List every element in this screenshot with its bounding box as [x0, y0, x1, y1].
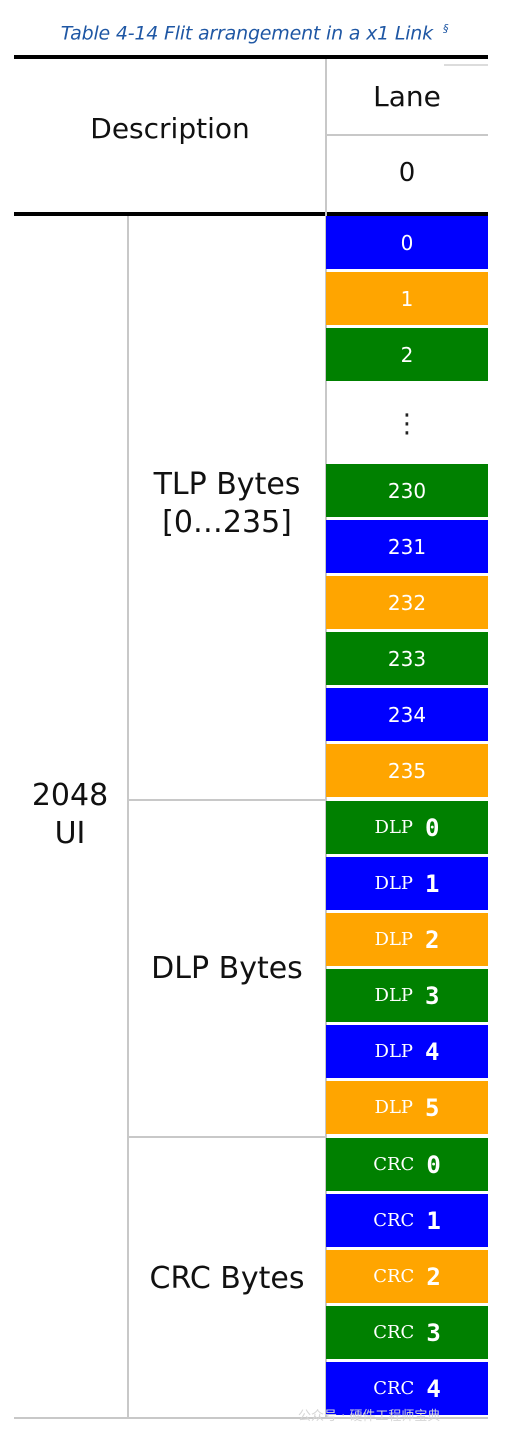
crc-index: 1 [426, 1206, 441, 1235]
dlp-byte-cell: DLP 0 [326, 801, 488, 854]
byte-cell: 0 [326, 216, 488, 269]
crc-tag: CRC [373, 1378, 415, 1399]
ellipsis-gap: ⋮ [394, 408, 420, 439]
dlp-tag: DLP [374, 1041, 414, 1062]
ui-label-unit: UI [54, 816, 86, 851]
byte-cell: 233 [326, 632, 488, 685]
dlp-tag: DLP [374, 929, 414, 950]
dlp-index: 2 [425, 925, 440, 954]
dlp-index: 5 [425, 1093, 440, 1122]
byte-cell: 2 [326, 328, 488, 381]
byte-label: 234 [387, 702, 427, 727]
table-top-rule [14, 55, 488, 59]
dlp-tag: DLP [374, 1097, 414, 1118]
tlp-label-range: [0…235] [162, 505, 292, 540]
byte-cell: 235 [326, 744, 488, 797]
byte-cell: 232 [326, 576, 488, 629]
lane-header-divider [326, 134, 488, 136]
dlp-byte-cell: DLP 4 [326, 1025, 488, 1078]
byte-label: 230 [387, 478, 427, 503]
tlp-label-name: TLP Bytes [153, 467, 301, 502]
byte-label: 0 [400, 230, 414, 255]
byte-cell: 1 [326, 272, 488, 325]
dlp-byte-cell: DLP 5 [326, 1081, 488, 1134]
tlp-bytes-label: TLP Bytes [0…235] [128, 466, 326, 542]
crc-index: 4 [426, 1374, 441, 1403]
tlp-dlp-divider [128, 799, 326, 801]
crc-byte-cell: CRC 3 [326, 1306, 488, 1359]
byte-label: 1 [400, 286, 414, 311]
byte-label: 233 [387, 646, 427, 671]
byte-cell: 230 [326, 464, 488, 517]
dlp-bytes-label: DLP Bytes [151, 951, 303, 986]
description-header: Description [90, 112, 250, 145]
dlp-byte-cell: DLP 3 [326, 969, 488, 1022]
crc-tag: CRC [373, 1210, 415, 1231]
crc-tag: CRC [373, 1154, 415, 1175]
crc-index: 0 [426, 1150, 441, 1179]
ui-column-divider [127, 216, 129, 1419]
crc-byte-cell: CRC 2 [326, 1250, 488, 1303]
table-bottom-rule [14, 1417, 488, 1419]
table-caption: Table 4-14 Flit arrangement in a x1 Link… [0, 22, 509, 44]
crc-byte-cell: CRC 0 [326, 1138, 488, 1191]
byte-label: 235 [387, 758, 427, 783]
dlp-tag: DLP [374, 817, 414, 838]
ui-label-count: 2048 [31, 778, 109, 813]
dlp-index: 1 [425, 869, 440, 898]
byte-cell: 231 [326, 520, 488, 573]
dlp-tag: DLP [374, 985, 414, 1006]
caption-title: Table 4-14 Flit arrangement in a x1 Link [60, 22, 433, 45]
crc-byte-cell: CRC 4 [326, 1362, 488, 1415]
lane-header: Lane [373, 80, 441, 113]
crc-byte-cell: CRC 1 [326, 1194, 488, 1247]
header-bottom-rule [14, 212, 488, 216]
dlp-tag: DLP [374, 873, 414, 894]
dlp-byte-cell: DLP 1 [326, 857, 488, 910]
lane-number-header: 0 [398, 158, 416, 188]
dlp-byte-cell: DLP 2 [326, 913, 488, 966]
crc-tag: CRC [373, 1322, 415, 1343]
watermark-text: 公众号 · 硬件工程师宝典 [298, 1409, 441, 1424]
byte-label: 2 [400, 342, 414, 367]
crc-tag: CRC [373, 1266, 415, 1287]
crc-index: 3 [426, 1318, 441, 1347]
lane-header-top-rule [444, 64, 488, 66]
dlp-index: 4 [425, 1037, 440, 1066]
byte-cell: 234 [326, 688, 488, 741]
dlp-crc-divider [128, 1136, 326, 1138]
ui-label: 2048 UI [14, 777, 126, 853]
byte-label: 231 [387, 534, 427, 559]
crc-bytes-label: CRC Bytes [149, 1261, 305, 1296]
crc-index: 2 [426, 1262, 441, 1291]
dlp-index: 3 [425, 981, 440, 1010]
byte-label: 232 [387, 590, 427, 615]
dlp-index: 0 [425, 813, 440, 842]
section-link-icon[interactable]: § [442, 22, 449, 35]
